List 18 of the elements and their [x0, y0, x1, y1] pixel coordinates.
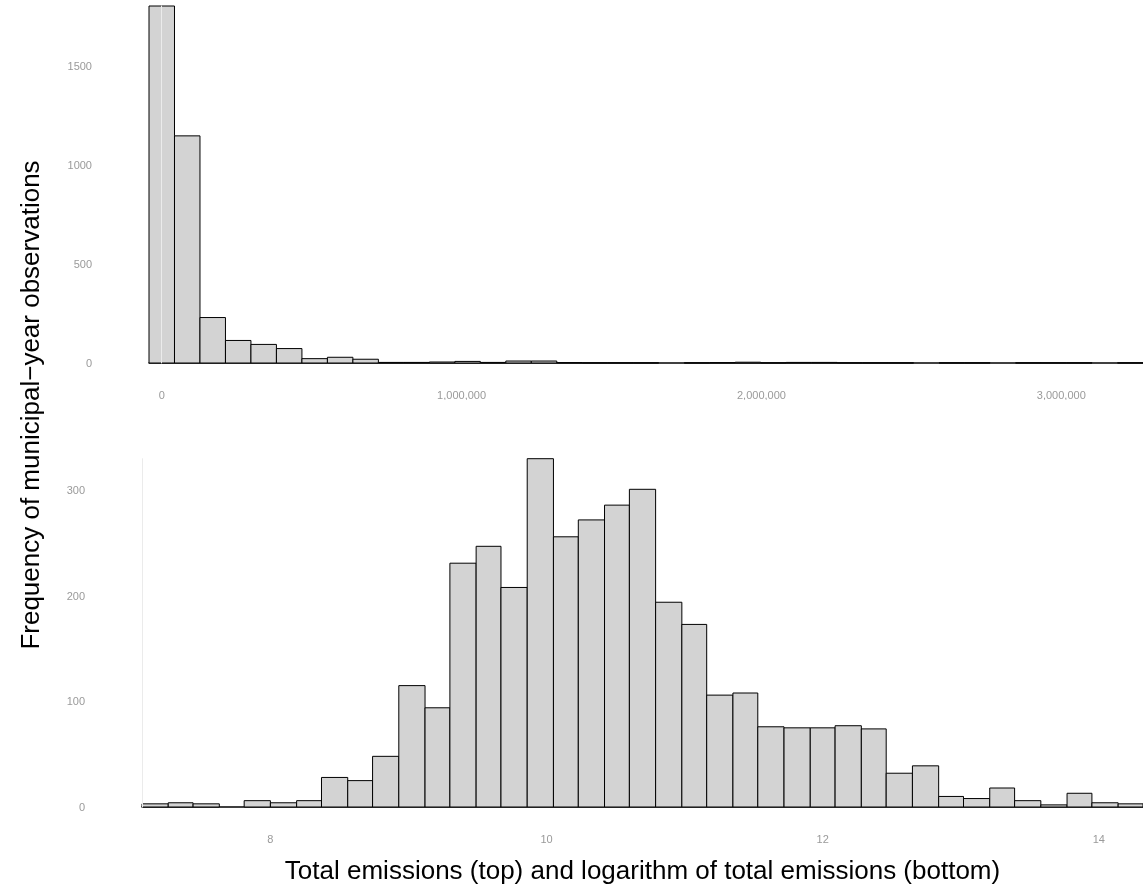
y-tick-label: 0 [85, 357, 92, 369]
x-tick-label: 0 [158, 388, 165, 401]
x-tick-label: 2,000,000 [736, 388, 786, 401]
x-axis-title: Total emissions (top) and logarithm of total emissions (bottom) [284, 855, 1001, 885]
y-axis-title: Frequency of municipal−year observations [14, 160, 46, 650]
y-tick-label: 500 [73, 258, 92, 271]
x-tick-label: 3,000,000 [1036, 388, 1086, 401]
x-tick-label: 14 [1092, 832, 1105, 845]
y-tick-label: 0 [78, 801, 85, 813]
y-tick-label: 1000 [67, 159, 92, 172]
x-tick-label: 10 [540, 832, 553, 845]
y-tick-label: 300 [66, 484, 85, 497]
y-tick-label: 200 [66, 589, 85, 602]
x-tick-label: 1,000,000 [437, 388, 487, 401]
x-tick-label: 8 [267, 832, 274, 845]
y-tick-label: 1500 [67, 60, 92, 73]
y-tick-label: 100 [66, 695, 85, 708]
x-tick-label: 12 [816, 832, 829, 845]
